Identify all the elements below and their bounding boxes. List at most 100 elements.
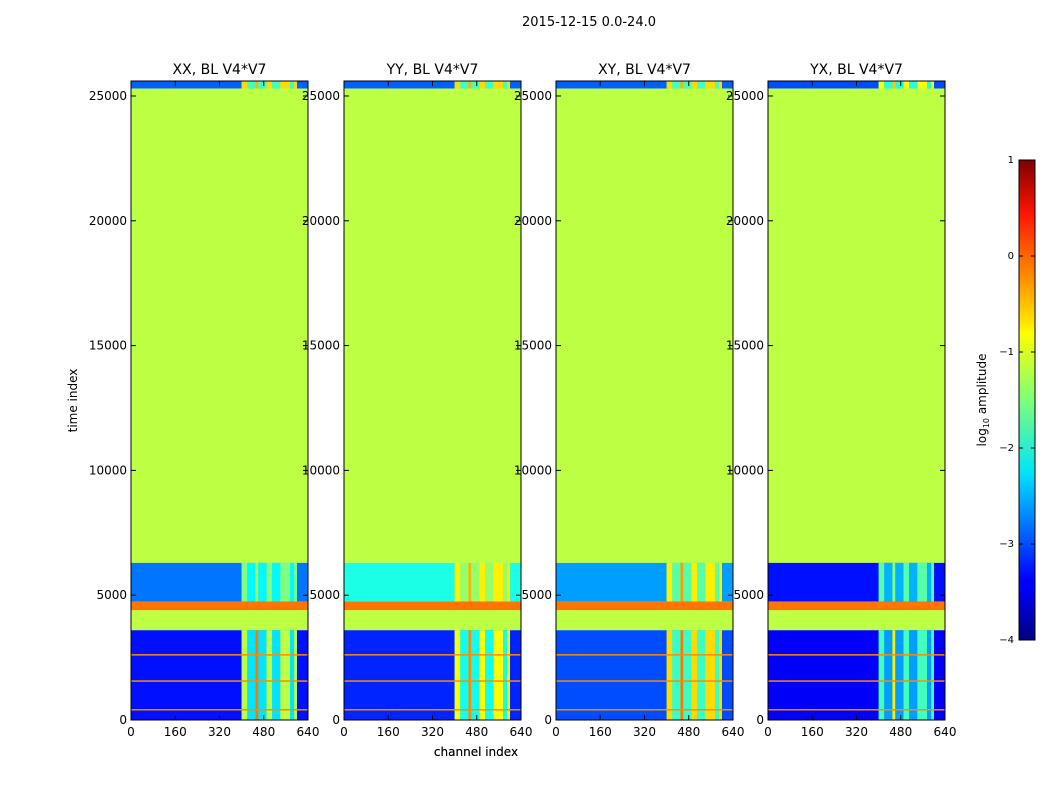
y-tick-label: 0 — [119, 713, 127, 727]
heatmap-flag-line — [556, 654, 733, 656]
heatmap-flag-line — [344, 654, 521, 656]
colorbar-gradient — [1018, 159, 1036, 641]
heatmap-flag-line — [556, 680, 733, 682]
heatmap-region — [344, 88, 521, 563]
heatmap-flag-line — [131, 709, 308, 711]
x-tick-label: 480 — [889, 725, 912, 739]
heatmap-region — [556, 601, 733, 611]
heatmap-bright-channel — [903, 81, 910, 89]
y-tick-label: 10000 — [514, 463, 552, 477]
panel-2: YY, BL V4*V7 0 160 320 480 640 0 5000 10000 15000… — [302, 62, 533, 759]
heatmap-flag-line — [768, 654, 945, 656]
heatmap-region-base — [768, 88, 945, 563]
heatmap-bright-channel — [266, 630, 273, 720]
heatmap-bright-channel — [266, 562, 273, 602]
heatmap-bright-channel — [280, 630, 291, 720]
y-tick-label: 5000 — [521, 588, 552, 602]
heatmap-bright-channel — [255, 562, 259, 602]
heatmap-bright-channel — [454, 81, 461, 89]
panel-title: YX, BL V4*V7 — [809, 62, 903, 78]
heatmap-region — [131, 562, 308, 602]
heatmap-bright-channel — [931, 81, 934, 89]
y-tick-label: 5000 — [733, 588, 764, 602]
x-tick-label: 320 — [421, 725, 444, 739]
heatmap-bright-channel — [454, 562, 461, 602]
heatmap-bright-channel — [468, 81, 472, 89]
x-tick-label: 480 — [252, 725, 275, 739]
heatmap-bright-channel — [294, 81, 297, 89]
heatmap-region-base — [131, 88, 308, 563]
x-tick-label: 0 — [127, 725, 135, 739]
heatmap-region-base — [556, 88, 733, 563]
x-tick-label: 640 — [722, 725, 745, 739]
y-tick-label: 20000 — [89, 214, 127, 228]
colorbar-tick-label: −3 — [999, 539, 1014, 550]
panel-title: XY, BL V4*V7 — [598, 62, 691, 78]
heatmap-bright-channel — [680, 81, 684, 89]
panel-title: YY, BL V4*V7 — [386, 62, 479, 78]
colorbar-tick-label: −4 — [999, 635, 1014, 646]
heatmap-bright-channel — [691, 562, 698, 602]
y-tick-label: 25000 — [726, 89, 764, 103]
y-tick-label: 15000 — [89, 339, 127, 353]
heatmap-bright-channel — [917, 81, 928, 89]
colorbar-tick-label: −1 — [999, 347, 1014, 358]
heatmap-region-base — [344, 601, 521, 611]
heatmap-region-base — [556, 601, 733, 611]
heatmap-bright-channel — [691, 630, 698, 720]
heatmap-region — [768, 630, 945, 720]
heatmap-region — [556, 88, 733, 563]
heatmap-bright-channel — [719, 562, 722, 602]
heatmap-region — [556, 610, 733, 631]
heatmap-bright-channel — [931, 562, 934, 602]
y-tick-label: 10000 — [89, 463, 127, 477]
heatmap-region-base — [768, 610, 945, 631]
y-tick-label: 15000 — [514, 339, 552, 353]
y-tick-label: 20000 — [302, 214, 340, 228]
x-axis-label: channel index — [434, 745, 518, 759]
x-axis-label: channel index — [434, 745, 518, 759]
heatmap-bright-channel — [666, 81, 673, 89]
heatmap-bright-channel — [241, 81, 248, 89]
heatmap-bright-channel — [454, 630, 461, 720]
heatmap-bright-channel — [266, 81, 273, 89]
x-tick-label: 0 — [340, 725, 348, 739]
heatmap-bright-channel — [666, 562, 673, 602]
colorbar-tick-label: 0 — [1008, 251, 1014, 262]
x-tick-label: 320 — [633, 725, 656, 739]
heatmap-flag-line — [556, 709, 733, 711]
panel-4: YX, BL V4*V7 0 160 320 480 640 0 5000 10000 15000… — [726, 62, 957, 739]
y-tick-label: 5000 — [309, 588, 340, 602]
heatmap-region — [131, 610, 308, 631]
heatmap-region-base — [768, 601, 945, 611]
heatmap-flag-line — [131, 654, 308, 656]
colorbar-label: log10 amplitude — [975, 354, 991, 447]
panels: XX, BL V4*V7 0 160 320 480 640 0 5000 10000 15000… — [66, 62, 956, 759]
heatmap-bright-channel — [680, 562, 684, 602]
heatmap-bright-channel — [493, 81, 504, 89]
heatmap-flag-line — [768, 680, 945, 682]
heatmap-region — [344, 601, 521, 611]
y-tick-label: 10000 — [726, 463, 764, 477]
heatmap-bright-channel — [691, 81, 698, 89]
x-tick-label: 480 — [677, 725, 700, 739]
heatmap-bright-channel — [507, 630, 510, 720]
heatmap-bright-channel — [680, 630, 684, 720]
heatmap-bright-channel — [931, 630, 934, 720]
x-tick-label: 160 — [589, 725, 612, 739]
heatmap-bright-channel — [878, 81, 885, 89]
heatmap-region — [768, 601, 945, 611]
heatmap-bright-channel — [892, 81, 896, 89]
heatmap-bright-channel — [479, 630, 486, 720]
heatmap-bright-channel — [493, 562, 504, 602]
x-tick-label: 320 — [208, 725, 231, 739]
x-tick-label: 160 — [377, 725, 400, 739]
heatmap-bright-channel — [878, 562, 885, 602]
y-tick-label: 20000 — [514, 214, 552, 228]
y-tick-label: 10000 — [302, 463, 340, 477]
panel-3: XY, BL V4*V7 0 160 320 480 640 0 5000 10000 15000… — [514, 62, 745, 739]
x-tick-label: 640 — [934, 725, 957, 739]
heatmap-bright-channel — [705, 81, 716, 89]
heatmap-bright-channel — [280, 81, 291, 89]
